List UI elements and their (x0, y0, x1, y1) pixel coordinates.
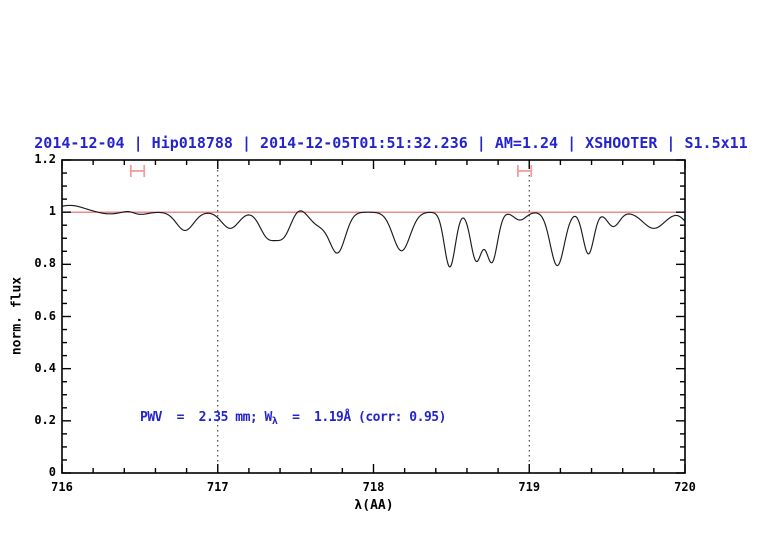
y-tick-label-1.2: 1.2 (34, 152, 56, 166)
pwv-annotation: PWV = 2.35 mm; Wλ = 1.19Å (corr: 0.95) (140, 410, 446, 427)
range-marker (516, 164, 533, 177)
y-tick-label-0.2: 0.2 (34, 412, 56, 427)
x-tick-label-720: 720 (674, 480, 696, 494)
plot-frame (61, 159, 686, 474)
x-axis-label: λ(AA) (354, 498, 394, 513)
plot-title: 2014-12-04 | Hip018788 | 2014-12-05T01:5… (34, 134, 748, 152)
range-marker (129, 164, 146, 177)
x-tick-label-719: 719 (518, 480, 541, 494)
pwv-annotation-suffix: = 1.19Å (corr: 0.95) (277, 410, 446, 425)
y-tick-label-0.8: 0.8 (34, 256, 56, 271)
x-tick-label-716: 716 (51, 480, 73, 494)
pwv-annotation-subscript: λ (271, 416, 278, 427)
y-tick-label-1: 1 (48, 204, 56, 219)
y-tick-label-0: 0 (48, 465, 56, 479)
x-tick-label-717: 717 (206, 480, 229, 494)
x-tick-label-718: 718 (362, 480, 385, 494)
y-tick-label-0.4: 0.4 (34, 360, 56, 375)
y-tick-label-0.6: 0.6 (34, 308, 56, 323)
pwv-annotation-prefix: PWV = 2.35 mm; W (140, 410, 272, 425)
spectrum-curve (61, 204, 686, 268)
